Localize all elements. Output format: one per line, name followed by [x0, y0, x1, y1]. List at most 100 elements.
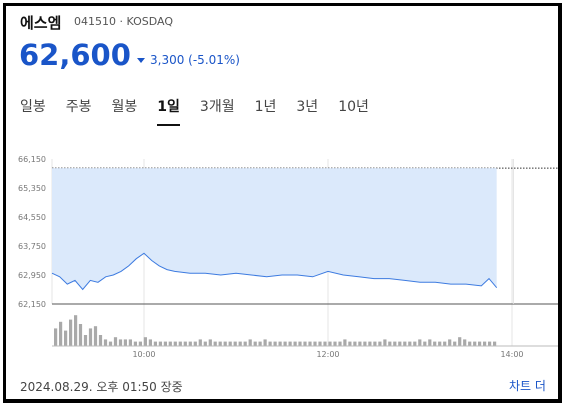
x-tick-label: 14:00 — [500, 350, 523, 359]
volume-bar — [223, 341, 227, 346]
volume-bar — [69, 319, 73, 346]
volume-bar — [103, 339, 108, 346]
tab-10years[interactable]: 10년 — [338, 99, 369, 115]
timestamp: 2024.08.29. 오후 01:50 장중 — [20, 380, 183, 394]
y-tick-label: 66,150 — [18, 155, 46, 164]
volume-bar — [323, 341, 327, 346]
volume-bar — [59, 321, 63, 346]
volume-bar — [258, 341, 262, 346]
stock-code-market: 041510 · KOSDAQ — [74, 15, 173, 28]
tab-monthly[interactable]: 월봉 — [111, 99, 138, 115]
volume-bar — [193, 341, 197, 346]
volume-bar — [423, 341, 427, 346]
volume-bar — [313, 341, 317, 346]
volume-bar — [74, 315, 78, 346]
volume-bar — [473, 341, 477, 346]
volume-bar — [488, 341, 492, 346]
volume-bar — [198, 339, 202, 346]
volume-bar — [363, 341, 367, 346]
tab-3months[interactable]: 3개월 — [199, 99, 235, 115]
volume-bar — [443, 341, 447, 346]
volume-bar — [378, 341, 382, 346]
volume-bar — [153, 341, 157, 346]
volume-bar — [203, 341, 207, 346]
tab-1day[interactable]: 1일 — [157, 96, 180, 126]
volume-bar — [218, 341, 222, 346]
volume-bar — [263, 339, 267, 346]
volume-bar — [98, 335, 103, 346]
stock-name[interactable]: 에스엠 — [20, 14, 62, 32]
volume-bar — [128, 339, 132, 346]
volume-bar — [163, 341, 167, 346]
volume-bar — [283, 341, 287, 346]
volume-bar — [418, 339, 422, 346]
volume-bar — [158, 341, 162, 346]
volume-bar — [368, 341, 372, 346]
volume-bar — [483, 341, 487, 346]
price-change-value: 3,300 (-5.01%) — [150, 53, 240, 67]
volume-bar — [213, 341, 217, 346]
x-tick-label: 10:00 — [132, 350, 155, 359]
y-tick-label: 63,750 — [18, 242, 46, 251]
volume-bar — [343, 339, 347, 346]
volume-bar — [438, 341, 442, 346]
volume-bar — [93, 326, 98, 346]
tab-1year[interactable]: 1년 — [254, 99, 277, 115]
volume-bar — [388, 341, 392, 346]
volume-bar — [113, 337, 118, 346]
volume-bar — [393, 341, 397, 346]
volume-bar — [268, 341, 272, 346]
price-change: 3,300 (-5.01%) — [137, 53, 240, 67]
volume-bar — [318, 341, 322, 346]
volume-bar — [54, 328, 58, 346]
volume-bar — [458, 337, 462, 346]
volume-bar — [188, 341, 192, 346]
volume-bar — [408, 341, 412, 346]
volume-bar — [183, 341, 187, 346]
volume-bar — [428, 339, 432, 346]
volume-bar — [353, 341, 357, 346]
volume-bar — [88, 328, 93, 346]
volume-bar — [303, 341, 307, 346]
down-arrow-icon — [137, 57, 145, 63]
volume-bar — [273, 341, 277, 346]
tab-daily[interactable]: 일봉 — [20, 99, 46, 115]
y-tick-label: 64,550 — [18, 213, 46, 222]
tab-weekly[interactable]: 주봉 — [65, 99, 92, 115]
y-tick-label: 65,350 — [18, 184, 46, 193]
volume-bar — [288, 341, 292, 346]
volume-bar — [78, 324, 83, 346]
volume-bar — [298, 341, 302, 346]
volume-bar — [133, 341, 137, 346]
volume-bar — [148, 339, 152, 346]
volume-bar — [138, 341, 142, 346]
volume-bar — [383, 339, 387, 346]
volume-bar — [453, 341, 457, 346]
volume-bar — [398, 341, 402, 346]
volume-bar — [243, 341, 247, 346]
y-tick-label: 62,950 — [18, 271, 46, 280]
volume-bar — [338, 341, 342, 346]
volume-bar — [118, 339, 123, 346]
volume-bar — [108, 341, 113, 346]
volume-bar — [208, 339, 212, 346]
volume-bar — [433, 341, 437, 346]
current-price: 62,600 — [19, 38, 131, 72]
volume-bar — [233, 341, 237, 346]
volume-bar — [333, 341, 337, 346]
volume-bar — [168, 341, 172, 346]
period-tabs: 일봉 주봉 월봉 1일 3개월 1년 3년 10년 — [20, 96, 389, 126]
volume-bar — [463, 339, 467, 346]
chart-more-link[interactable]: 차트 더 — [509, 379, 546, 393]
volume-bar — [308, 341, 312, 346]
intraday-price-chart[interactable]: 66,150 65,350 64,550 63,750 62,950 62,150 10:… — [6, 146, 558, 361]
volume-bar — [248, 339, 252, 346]
tab-3years[interactable]: 3년 — [296, 99, 319, 115]
volume-bar — [478, 341, 482, 346]
volume-bar — [178, 341, 182, 346]
volume-bar — [83, 335, 88, 346]
volume-bar — [403, 341, 407, 346]
y-tick-label: 62,150 — [18, 300, 46, 309]
volume-bar — [123, 339, 127, 346]
volume-bar — [143, 337, 147, 346]
